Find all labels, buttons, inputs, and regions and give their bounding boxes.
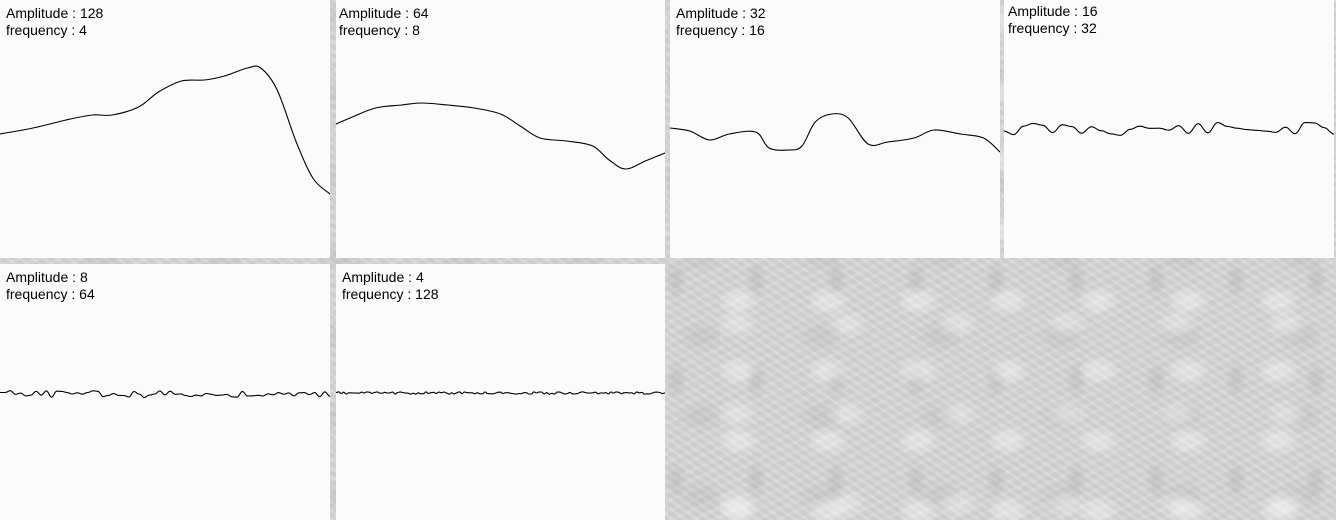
frequency-label-6: frequency : 128	[342, 286, 439, 302]
noise-octave-plot-3	[670, 113, 1000, 153]
frequency-value-1: 4	[79, 22, 87, 38]
frequency-label-2: frequency : 8	[339, 22, 420, 38]
amplitude-label-3: Amplitude : 32	[676, 5, 766, 21]
frequency-label-5: frequency : 64	[6, 286, 95, 302]
amplitude-value-6: 4	[415, 269, 424, 285]
noise-octave-plot-5	[0, 390, 330, 399]
noise-wave-5	[0, 390, 330, 399]
noise-octave-plot-6	[336, 391, 665, 395]
octave-labels-2: Amplitude : 64 frequency : 8	[339, 5, 429, 39]
frequency-value-3: 16	[749, 22, 765, 38]
noise-wave-6	[336, 391, 665, 395]
octave-labels-5: Amplitude : 8 frequency : 64	[6, 269, 95, 303]
frequency-value-6: 128	[415, 286, 439, 302]
noise-wave-4	[1004, 121, 1334, 136]
octave-labels-6: Amplitude : 4 frequency : 128	[342, 269, 439, 303]
frequency-label-1: frequency : 4	[6, 22, 87, 38]
octave-labels-4: Amplitude : 16 frequency : 32	[1008, 3, 1098, 37]
noise-octave-plot-4	[1004, 121, 1334, 136]
noise-octave-panel-2: Amplitude : 64 frequency : 8	[336, 0, 665, 258]
octave-labels-1: Amplitude : 128 frequency : 4	[6, 5, 103, 39]
amplitude-value-2: 64	[412, 5, 429, 21]
noise-wave-2	[336, 102, 665, 170]
noise-octave-panel-3: Amplitude : 32 frequency : 16	[670, 0, 1000, 258]
noise-wave-3	[670, 113, 1000, 153]
frequency-value-5: 64	[79, 286, 95, 302]
noise-octave-plot-1	[0, 65, 330, 195]
amplitude-label-1: Amplitude : 128	[6, 5, 104, 21]
octave-labels-3: Amplitude : 32 frequency : 16	[676, 5, 766, 39]
noise-octave-plot-2	[336, 102, 665, 170]
frequency-label-3: frequency : 16	[676, 22, 765, 38]
noise-octave-panel-1: Amplitude : 128 frequency : 4	[0, 0, 330, 258]
amplitude-value-1: 128	[79, 5, 104, 21]
frequency-value-4: 32	[1081, 20, 1097, 36]
amplitude-label-4: Amplitude : 16	[1008, 3, 1098, 19]
amplitude-value-3: 32	[749, 5, 766, 21]
noise-octave-panel-5: Amplitude : 8 frequency : 64	[0, 264, 330, 520]
amplitude-label-2: Amplitude : 64	[339, 5, 429, 21]
frequency-value-2: 8	[412, 22, 420, 38]
frequency-label-4: frequency : 32	[1008, 20, 1097, 36]
noise-octave-panel-4: Amplitude : 16 frequency : 32	[1004, 0, 1334, 258]
amplitude-value-5: 8	[79, 269, 88, 285]
amplitude-label-6: Amplitude : 4	[342, 269, 424, 285]
texture-background-area	[665, 258, 1336, 520]
noise-wave-1	[0, 65, 330, 195]
noise-octave-panel-6: Amplitude : 4 frequency : 128	[336, 264, 665, 520]
amplitude-value-4: 16	[1081, 3, 1098, 19]
amplitude-label-5: Amplitude : 8	[6, 269, 88, 285]
